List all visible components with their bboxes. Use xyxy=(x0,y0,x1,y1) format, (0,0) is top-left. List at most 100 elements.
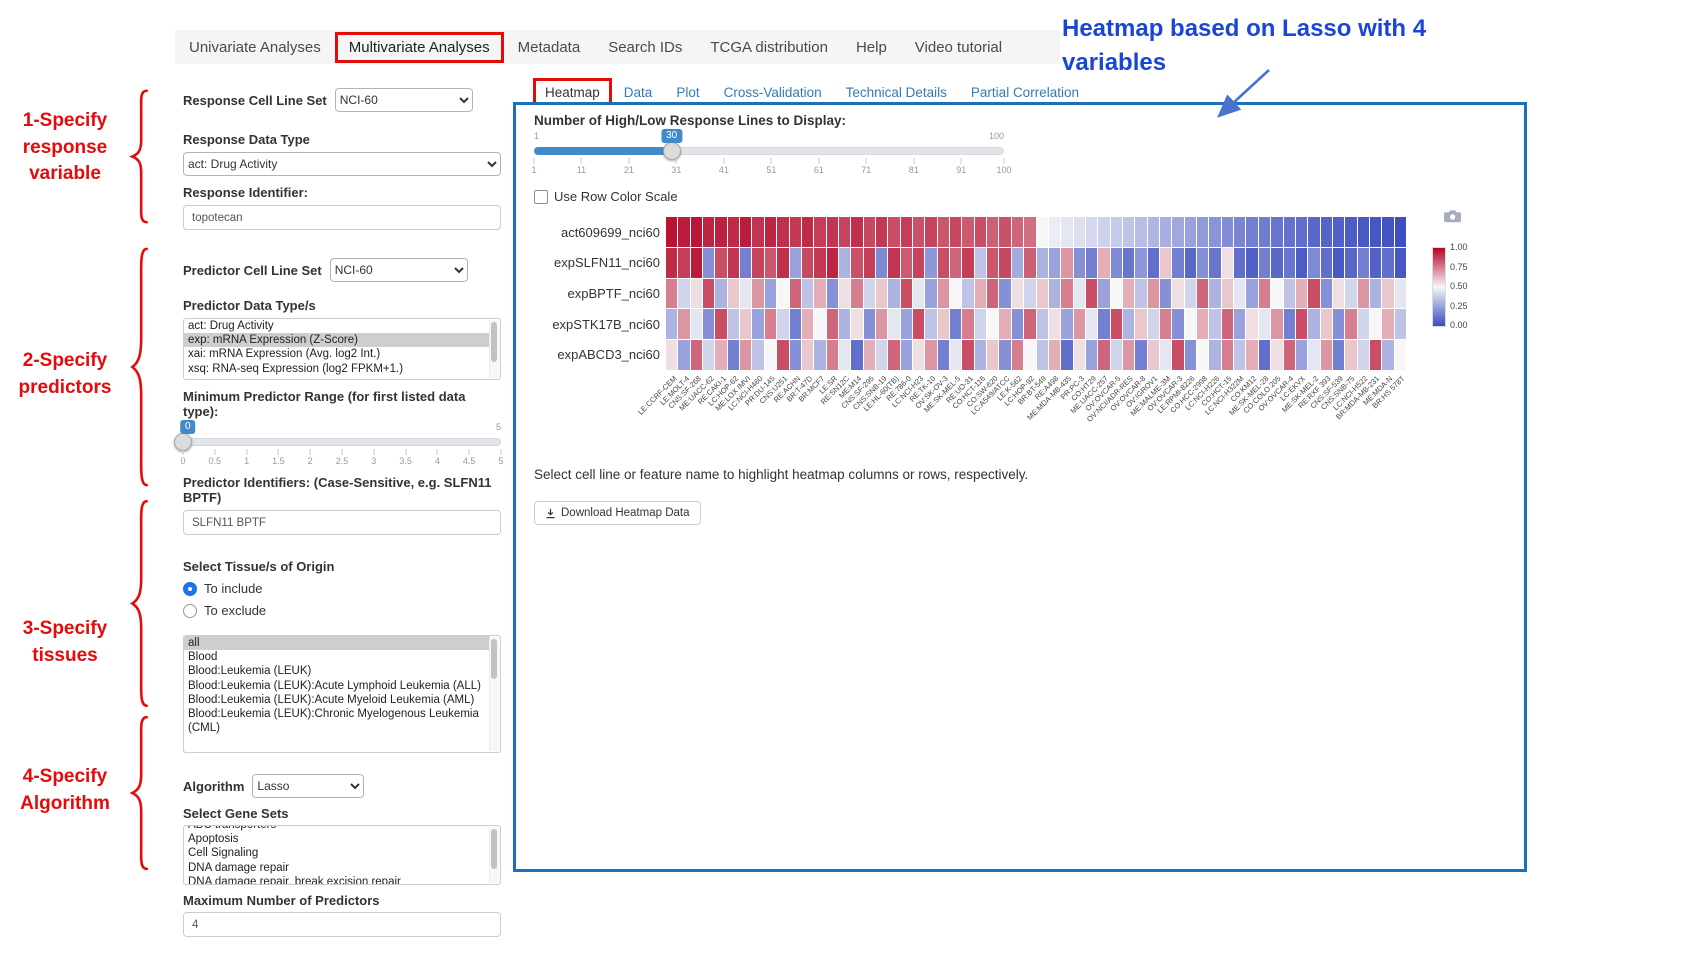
heatmap-cell[interactable] xyxy=(1332,278,1345,309)
heatmap-cell[interactable] xyxy=(999,217,1011,247)
heatmap-cell[interactable] xyxy=(1048,309,1061,340)
listbox-option-act-drug-activity[interactable]: act: Drug Activity xyxy=(188,320,274,332)
heatmap-cell[interactable] xyxy=(1234,309,1246,340)
heatmap-cell[interactable] xyxy=(666,217,678,247)
nav-item-metadata[interactable]: Metadata xyxy=(517,38,581,56)
heatmap-cell[interactable] xyxy=(974,340,987,370)
heatmap-cell[interactable] xyxy=(1024,217,1036,247)
heatmap-cell[interactable] xyxy=(703,309,715,340)
heatmap-cell[interactable] xyxy=(888,217,900,247)
heatmap-cell[interactable] xyxy=(1246,278,1258,309)
heatmap-cell[interactable] xyxy=(1332,340,1345,370)
heatmap-cell[interactable] xyxy=(1061,340,1073,370)
heatmap-cell[interactable] xyxy=(789,247,801,278)
heatmap-cell[interactable] xyxy=(1209,217,1221,247)
heatmap-cell[interactable] xyxy=(875,309,888,340)
heatmap-cell[interactable] xyxy=(1048,278,1061,309)
heatmap-cell[interactable] xyxy=(789,309,801,340)
heatmap-cell[interactable] xyxy=(863,340,875,370)
heatmap-cell[interactable] xyxy=(678,278,690,309)
heatmap-cell[interactable] xyxy=(875,247,888,278)
listbox-option-apoptosis[interactable]: Apoptosis xyxy=(188,833,239,846)
heatmap-cell[interactable] xyxy=(789,340,801,370)
heatmap-cell[interactable] xyxy=(925,247,937,278)
heatmap-cell[interactable] xyxy=(678,247,690,278)
heatmap-cell[interactable] xyxy=(1184,278,1197,309)
listbox-option-all[interactable]: all xyxy=(184,636,490,651)
heatmap-cell[interactable] xyxy=(937,217,950,247)
radio-to-include[interactable] xyxy=(183,581,197,596)
heatmap-cell[interactable] xyxy=(1073,309,1085,340)
heatmap-cell[interactable] xyxy=(1147,309,1159,340)
heatmap-cell[interactable] xyxy=(690,217,703,247)
heatmap-cell[interactable] xyxy=(1172,217,1184,247)
listbox-scrollbar[interactable] xyxy=(489,827,499,883)
heatmap-cell[interactable] xyxy=(851,278,863,309)
heatmap-cell[interactable] xyxy=(752,340,764,370)
heatmap-cell[interactable] xyxy=(764,247,777,278)
heatmap-cell[interactable] xyxy=(1246,309,1258,340)
listbox-option-xai-mrna-expression-avg-log2-i[interactable]: xai: mRNA Expression (Avg. log2 Int.) xyxy=(188,348,381,361)
heatmap-cell[interactable] xyxy=(1110,309,1122,340)
heatmap-cell[interactable] xyxy=(814,217,826,247)
heatmap-cell[interactable] xyxy=(1061,247,1073,278)
heatmap-cell[interactable] xyxy=(1135,247,1147,278)
heatmap-cell[interactable] xyxy=(974,217,987,247)
heatmap-cell[interactable] xyxy=(1382,278,1394,309)
heatmap-cell[interactable] xyxy=(1357,340,1369,370)
heatmap-cell[interactable] xyxy=(1271,309,1283,340)
listbox-option-blood-leukemia-leuk[interactable]: Blood:Leukemia (LEUK) xyxy=(188,665,312,678)
listbox-option-dna-damage-repair[interactable]: DNA damage repair xyxy=(188,861,289,874)
heatmap-cell[interactable] xyxy=(900,217,912,247)
heatmap-cell[interactable] xyxy=(1357,309,1369,340)
tab-partial-correlation[interactable]: Partial Correlation xyxy=(970,85,1079,100)
heatmap-cell[interactable] xyxy=(838,278,851,309)
heatmap-cell[interactable] xyxy=(937,340,950,370)
heatmap-cell[interactable] xyxy=(678,340,690,370)
heatmap-cell[interactable] xyxy=(1122,217,1135,247)
heatmap-cell[interactable] xyxy=(715,278,727,309)
heatmap-cell[interactable] xyxy=(1085,247,1098,278)
heatmap-cell[interactable] xyxy=(1283,309,1295,340)
camera-icon[interactable] xyxy=(1444,209,1461,223)
heatmap-cell[interactable] xyxy=(1197,340,1209,370)
heatmap-cell[interactable] xyxy=(1209,247,1221,278)
response-data-type-select[interactable]: act: Drug Activity xyxy=(183,152,501,176)
heatmap-cell[interactable] xyxy=(1036,278,1048,309)
heatmap-cell[interactable] xyxy=(1197,309,1209,340)
heatmap-cell[interactable] xyxy=(1172,309,1184,340)
heatmap-cell[interactable] xyxy=(1308,217,1320,247)
heatmap-cell[interactable] xyxy=(1234,247,1246,278)
heatmap-cell[interactable] xyxy=(764,340,777,370)
heatmap-cell[interactable] xyxy=(962,340,974,370)
heatmap-cell[interactable] xyxy=(1369,217,1382,247)
heatmap-cell[interactable] xyxy=(703,278,715,309)
heatmap-cell[interactable] xyxy=(1061,309,1073,340)
heatmap-cell[interactable] xyxy=(1061,278,1073,309)
heatmap-cell[interactable] xyxy=(913,217,925,247)
heatmap-cell[interactable] xyxy=(925,340,937,370)
heatmap-cell[interactable] xyxy=(1320,247,1332,278)
heatmap-cell[interactable] xyxy=(987,309,999,340)
heatmap-cell[interactable] xyxy=(777,278,789,309)
response-cell-line-set-select[interactable]: NCI-60 xyxy=(334,88,473,112)
heatmap-cell[interactable] xyxy=(950,340,962,370)
slider-track[interactable] xyxy=(183,438,501,446)
heatmap-cell[interactable] xyxy=(1394,278,1406,309)
heatmap-cell[interactable] xyxy=(1258,217,1271,247)
heatmap-cell[interactable] xyxy=(1345,309,1357,340)
heatmap-cell[interactable] xyxy=(999,340,1011,370)
heatmap-cell[interactable] xyxy=(962,309,974,340)
heatmap-cell[interactable] xyxy=(1122,247,1135,278)
heatmap-grid[interactable] xyxy=(666,217,1406,370)
listbox-option-exp-mrna-expression-z-score[interactable]: exp: mRNA Expression (Z-Score) xyxy=(184,333,490,348)
heatmap-cell[interactable] xyxy=(1295,309,1308,340)
max-predictors-input[interactable] xyxy=(183,912,501,937)
row-color-scale-checkbox[interactable] xyxy=(534,189,548,204)
heatmap-cell[interactable] xyxy=(863,247,875,278)
heatmap-cell[interactable] xyxy=(666,340,678,370)
heatmap-cell[interactable] xyxy=(1024,309,1036,340)
heatmap-cell[interactable] xyxy=(1295,217,1308,247)
tab-data[interactable]: Data xyxy=(623,85,653,100)
heatmap-cell[interactable] xyxy=(727,247,740,278)
